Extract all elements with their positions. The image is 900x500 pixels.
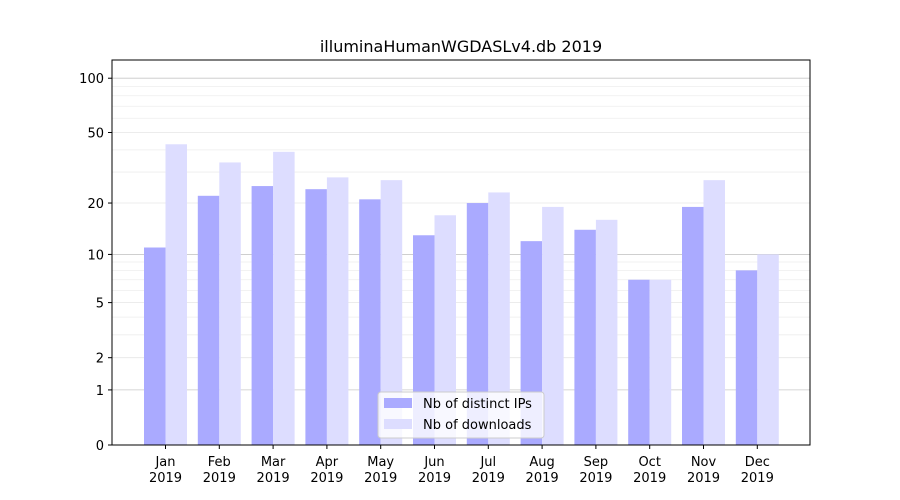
bar-ips [682, 206, 704, 445]
legend: Nb of distinct IPs Nb of downloads [377, 391, 545, 439]
x-tick-label: Dec 2019 [741, 455, 774, 486]
y-tick-label: 1 [96, 384, 104, 399]
bar-downloads [434, 215, 456, 445]
plot-frame [111, 59, 811, 446]
bar-downloads [757, 254, 779, 445]
bar-ips [359, 199, 381, 445]
bar-downloads [326, 177, 349, 445]
x-tick-label: Jan 2019 [149, 455, 182, 486]
bar-downloads [219, 162, 241, 445]
y-tick-label: 20 [87, 197, 104, 212]
chart-title: illuminaHumanWGDASLv4.db 2019 [320, 37, 602, 56]
bar-downloads [542, 206, 564, 445]
bar-downloads [380, 180, 403, 445]
x-tick-label: Feb 2019 [203, 455, 236, 486]
bar-downloads [703, 180, 725, 445]
bar-ips [144, 247, 166, 445]
x-tick-label: Sep 2019 [579, 455, 612, 486]
bar-ips [305, 189, 327, 445]
y-tick-label: 50 [87, 127, 104, 142]
legend-swatch [384, 398, 412, 408]
legend-label: Nb of downloads [423, 418, 532, 433]
bar-ips [735, 270, 758, 445]
x-tick-label: Jun 2019 [418, 455, 451, 486]
bar-ips [197, 195, 220, 445]
legend-box [377, 391, 545, 439]
y-tick-label: 0 [96, 439, 104, 454]
x-tick-label: Oct 2019 [633, 455, 666, 486]
y-tick-label: 100 [79, 72, 104, 87]
x-tick-label: Mar 2019 [257, 455, 290, 486]
y-tick-label: 10 [87, 248, 104, 263]
bar-ips [251, 186, 274, 445]
bar-downloads [649, 279, 672, 445]
x-tick-label: Apr 2019 [310, 455, 343, 486]
bar-downloads [165, 144, 187, 445]
bar-ips [574, 229, 596, 445]
x-tick-label: Nov 2019 [687, 455, 720, 486]
x-tick-label: Jul 2019 [472, 455, 505, 486]
bar-downloads [595, 219, 618, 445]
legend-label: Nb of distinct IPs [423, 397, 532, 412]
y-tick-label: 2 [96, 352, 104, 367]
bar-downloads [273, 151, 295, 445]
x-tick-label: Aug 2019 [526, 455, 559, 486]
bar-ips [466, 203, 489, 445]
x-tick-label: May 2019 [364, 455, 397, 486]
legend-swatch [384, 419, 412, 429]
bar-ips [628, 279, 650, 445]
bar-downloads [488, 192, 510, 445]
y-tick-label: 5 [96, 297, 104, 312]
